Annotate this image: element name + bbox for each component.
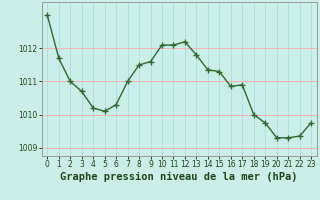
- X-axis label: Graphe pression niveau de la mer (hPa): Graphe pression niveau de la mer (hPa): [60, 172, 298, 182]
